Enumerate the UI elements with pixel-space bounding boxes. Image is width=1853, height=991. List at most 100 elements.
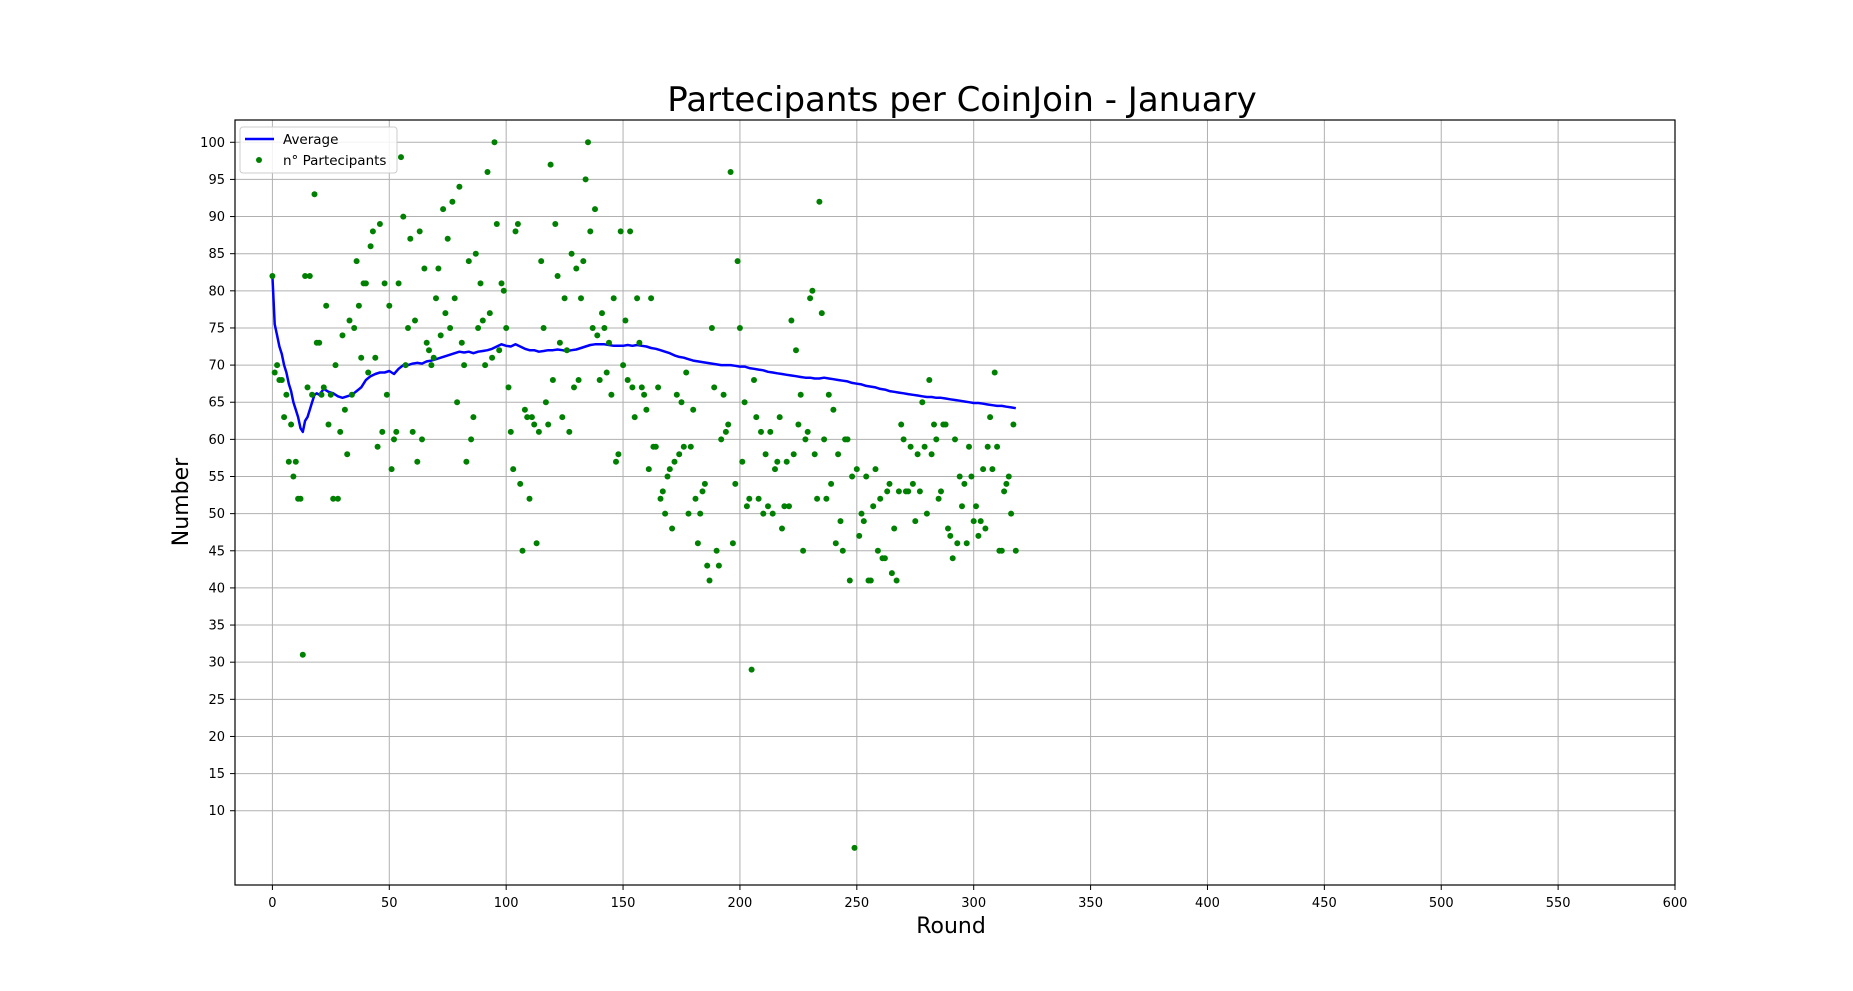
participants-point bbox=[388, 466, 395, 473]
participants-point bbox=[984, 443, 991, 450]
participants-point bbox=[592, 206, 598, 213]
participants-point bbox=[877, 495, 884, 502]
participants-point bbox=[627, 228, 634, 235]
participants-point bbox=[701, 480, 708, 487]
participants-point bbox=[372, 354, 379, 361]
participants-point bbox=[395, 280, 402, 287]
participants-point bbox=[687, 443, 694, 450]
grid-lines bbox=[235, 120, 1676, 885]
participants-point bbox=[851, 844, 858, 851]
participants-point bbox=[769, 510, 776, 517]
participants-point bbox=[535, 428, 542, 435]
participants-point bbox=[751, 377, 757, 383]
participants-point bbox=[571, 384, 577, 391]
participants-point bbox=[283, 391, 290, 398]
participants-point bbox=[281, 414, 288, 421]
participants-point bbox=[832, 540, 839, 547]
participants-point bbox=[440, 206, 447, 213]
participants-point bbox=[846, 577, 853, 584]
y-tick-label: 30 bbox=[208, 656, 225, 671]
participants-point bbox=[482, 362, 489, 369]
participants-point bbox=[631, 414, 638, 421]
participants-point bbox=[449, 198, 456, 205]
participants-point bbox=[379, 428, 386, 435]
participants-point bbox=[507, 428, 514, 435]
participants-point bbox=[489, 354, 496, 361]
participants-point bbox=[830, 406, 837, 413]
participants-point bbox=[575, 377, 582, 383]
participants-point bbox=[856, 532, 863, 539]
y-tick-label: 80 bbox=[208, 284, 225, 299]
participants-point bbox=[629, 384, 636, 391]
y-tick-label: 85 bbox=[208, 247, 225, 262]
participants-point bbox=[566, 428, 573, 435]
participants-point bbox=[610, 295, 617, 302]
participants-point bbox=[561, 295, 568, 302]
participants-point bbox=[867, 577, 874, 584]
participants-point bbox=[603, 369, 610, 376]
participants-point bbox=[339, 332, 346, 339]
participants-point bbox=[772, 466, 778, 473]
participants-point bbox=[344, 451, 351, 458]
participants-point bbox=[376, 221, 383, 227]
x-tick-label: 550 bbox=[1546, 896, 1571, 911]
participants-point bbox=[706, 577, 713, 584]
participants-point bbox=[977, 518, 984, 525]
chart-title: Partecipants per CoinJoin - January bbox=[667, 80, 1256, 120]
participants-point bbox=[341, 406, 348, 413]
participants-point bbox=[760, 510, 767, 517]
participants-point bbox=[318, 391, 325, 398]
participants-point bbox=[559, 414, 566, 421]
participants-point bbox=[430, 354, 437, 361]
participants-point bbox=[402, 362, 409, 369]
participants-point bbox=[442, 310, 449, 317]
participants-point bbox=[538, 258, 545, 265]
y-axis-ticks: 10 15 20 25 30 35 40 45 50 55 60 65 70 75 80 85 90 95 100 bbox=[200, 136, 235, 819]
y-tick-label: 15 bbox=[208, 767, 225, 782]
participants-point bbox=[748, 666, 755, 673]
participants-point bbox=[444, 235, 451, 242]
participants-point bbox=[755, 495, 762, 502]
participants-point bbox=[398, 154, 404, 161]
participants-point bbox=[638, 384, 645, 391]
participants-point bbox=[479, 317, 486, 324]
participants-point bbox=[320, 384, 327, 391]
participants-point bbox=[980, 466, 987, 473]
participants-point bbox=[386, 302, 393, 309]
participants-point bbox=[641, 391, 648, 398]
participants-point bbox=[987, 414, 994, 421]
participants-point bbox=[788, 317, 795, 324]
participants-point bbox=[821, 436, 828, 443]
y-tick-label: 60 bbox=[208, 433, 225, 448]
participants-point bbox=[870, 503, 877, 510]
participants-point bbox=[297, 495, 304, 502]
participants-point bbox=[475, 325, 482, 331]
y-tick-label: 10 bbox=[208, 804, 225, 819]
participants-point bbox=[302, 273, 309, 279]
y-tick-label: 90 bbox=[208, 210, 225, 225]
participants-point bbox=[659, 488, 666, 495]
participants-point bbox=[552, 221, 559, 227]
participants-point bbox=[563, 347, 570, 354]
participants-point bbox=[606, 339, 612, 346]
participants-point bbox=[337, 428, 344, 435]
participants-point bbox=[353, 258, 360, 265]
participants-point bbox=[797, 391, 804, 398]
y-tick-label: 75 bbox=[208, 321, 225, 336]
participants-point bbox=[685, 510, 692, 517]
y-tick-label: 95 bbox=[208, 173, 225, 188]
x-tick-label: 100 bbox=[494, 896, 519, 911]
participants-point bbox=[531, 421, 538, 428]
participants-point bbox=[814, 495, 821, 502]
participants-point bbox=[991, 369, 998, 376]
participants-point bbox=[435, 265, 442, 272]
participants-point bbox=[767, 428, 774, 435]
participants-scatter-group bbox=[269, 139, 1019, 851]
legend: Average n° Partecipants bbox=[239, 126, 398, 174]
participants-point bbox=[823, 495, 830, 502]
participants-point bbox=[400, 213, 407, 220]
participants-point bbox=[839, 547, 846, 554]
participants-point bbox=[715, 562, 722, 569]
participants-point bbox=[636, 339, 643, 346]
participants-point bbox=[568, 250, 575, 257]
